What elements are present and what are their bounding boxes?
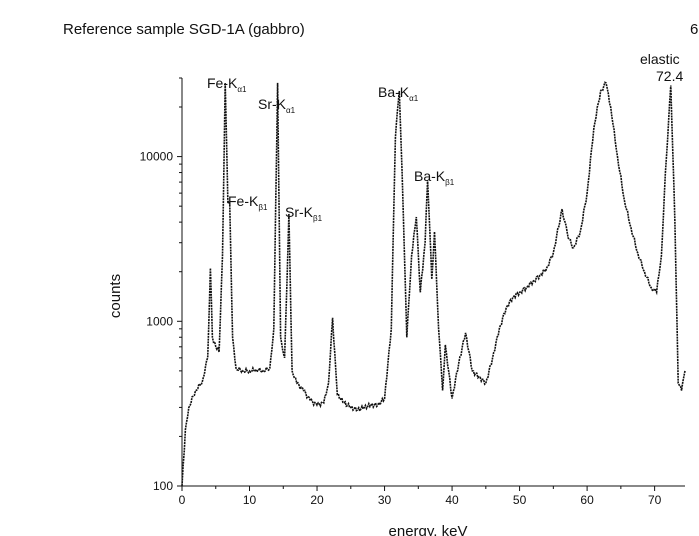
elastic-value: 72.4 [656,68,683,84]
peak-label: Ba-Kβ1 [414,168,455,187]
x-ticks: 0 10 20 30 40 50 60 70 [179,486,662,507]
y-tick-label: 10000 [140,150,174,164]
x-tick-label: 40 [445,493,459,507]
peak-label: Sr-Kβ1 [285,204,323,223]
x-tick-label: 60 [580,493,594,507]
x-tick-label: 10 [243,493,257,507]
x-tick-label: 20 [310,493,324,507]
y-tick-label: 1000 [146,314,173,328]
x-axis-label: energy, keV [389,523,468,536]
axes [181,78,685,487]
elastic-label: elastic [640,51,680,67]
x-tick-label: 0 [179,493,186,507]
peak-label-sub: α1 [237,85,247,94]
y-tick-label: 100 [153,479,173,493]
peak-label-sub: β1 [445,178,455,187]
peak-label-sub: α1 [286,106,296,115]
chart-title: Reference sample SGD-1A (gabbro) [63,21,305,38]
peak-label: Fe-Kβ1 [228,193,268,212]
peak-label-sub: β1 [258,203,268,212]
peak-label-sub: β1 [313,214,323,223]
y-ticks: 100 1000 10000 [140,77,182,493]
x-tick-label: 70 [648,493,662,507]
x-tick-label: 30 [378,493,392,507]
peak-label: Ba-Kα1 [378,84,419,103]
chart-title-right: 6 [690,21,698,38]
series-line [181,81,686,487]
peak-label-sub: α1 [409,94,419,103]
x-tick-label: 50 [513,493,527,507]
peak-label: Fe-Kα1 [207,75,247,94]
y-axis-label: counts [107,274,124,318]
